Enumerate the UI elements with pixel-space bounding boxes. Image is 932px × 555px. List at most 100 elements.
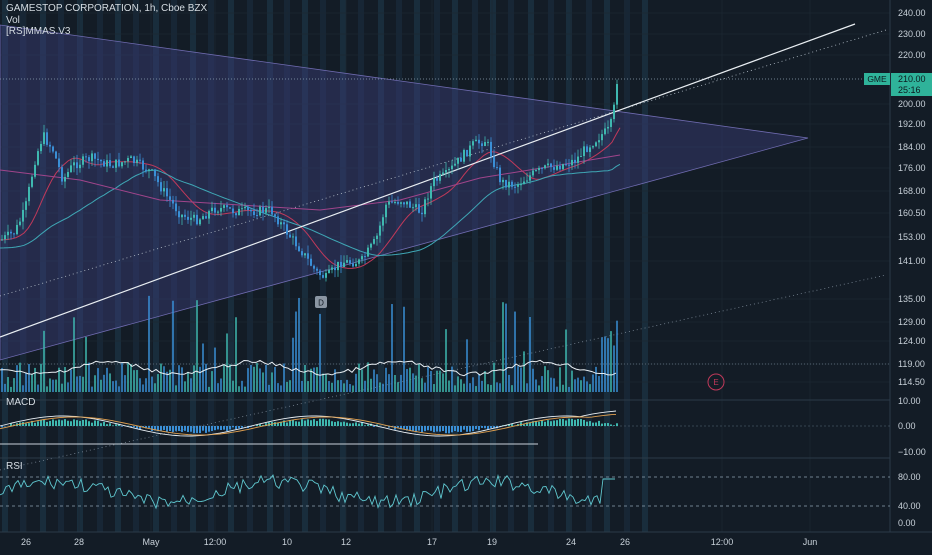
volume-bar — [76, 376, 78, 392]
volume-bar — [286, 382, 288, 392]
candle-body — [58, 159, 60, 168]
volume-bar — [430, 371, 432, 392]
macd-bar — [163, 426, 165, 430]
candle-body — [370, 244, 372, 248]
volume-bar — [103, 375, 105, 392]
study-legend[interactable]: [RS]MMAS.V3 — [6, 26, 70, 37]
time-tick: 12 — [341, 537, 351, 547]
price-tick: 114.50 — [898, 377, 925, 387]
volume-bar — [178, 365, 180, 392]
volume-bar — [10, 387, 12, 392]
session-stripe — [452, 0, 458, 532]
candle-body — [385, 205, 387, 218]
candle-body — [289, 235, 291, 238]
macd-bar — [160, 426, 162, 431]
candle-body — [610, 119, 612, 127]
macd-bar — [604, 423, 606, 426]
volume-bar — [151, 377, 153, 392]
macd-bar — [43, 420, 45, 426]
candle-body — [412, 207, 414, 208]
macd-bar — [607, 423, 609, 426]
volume-bar — [88, 363, 90, 392]
macd-bar — [55, 421, 57, 426]
macd-bar — [541, 421, 543, 426]
candle-body — [226, 205, 228, 207]
macd-bar — [274, 422, 276, 426]
price-tick: 168.00 — [898, 186, 926, 196]
volume-bar — [193, 365, 195, 392]
macd-pane-title[interactable]: MACD — [6, 397, 35, 408]
macd-bar — [523, 424, 525, 426]
macd-bar — [340, 422, 342, 426]
volume-bar — [439, 371, 441, 392]
candle-body — [262, 207, 264, 213]
macd-bar — [70, 421, 72, 426]
macd-bar — [355, 422, 357, 426]
macd-bar — [232, 426, 234, 427]
macd-bar — [598, 421, 600, 426]
candle-body — [229, 207, 231, 208]
volume-bar — [535, 379, 537, 392]
volume-legend[interactable]: Vol — [6, 15, 20, 26]
candle-body — [511, 182, 513, 187]
macd-bar — [562, 419, 564, 426]
candle-body — [538, 168, 540, 170]
volume-bar — [208, 387, 210, 392]
macd-bar — [601, 424, 603, 426]
macd-bar — [433, 426, 435, 432]
candle-body — [46, 132, 48, 145]
volume-bar — [484, 371, 486, 392]
symbol-title[interactable]: GAMESTOP CORPORATION, 1h, Cboe BZX — [6, 3, 207, 14]
volume-bar — [403, 307, 405, 392]
volume-bar — [505, 304, 507, 392]
volume-bar — [40, 364, 42, 392]
macd-bar — [490, 426, 492, 428]
candle-body — [562, 164, 564, 169]
dividend-marker[interactable]: D — [315, 296, 327, 308]
macd-tick: −10.00 — [898, 447, 926, 457]
candle-body — [175, 203, 177, 211]
volume-bar — [253, 367, 255, 392]
volume-bar — [49, 378, 51, 392]
volume-bar — [133, 370, 135, 392]
candle-body — [88, 157, 90, 161]
volume-bar — [205, 364, 207, 392]
candle-body — [358, 259, 360, 263]
volume-bar — [229, 364, 231, 392]
volume-bar — [4, 384, 6, 392]
volume-bar — [277, 383, 279, 392]
candle-body — [409, 201, 411, 207]
macd-bar — [328, 420, 330, 426]
candle-body — [52, 147, 54, 152]
volume-bar — [256, 363, 258, 392]
macd-bar — [76, 420, 78, 426]
volume-bar — [271, 372, 273, 392]
volume-bar — [610, 331, 612, 392]
volume-bar — [556, 387, 558, 392]
volume-bar — [214, 348, 216, 392]
macd-bar — [403, 426, 405, 429]
candle-body — [616, 84, 618, 105]
candle-body — [151, 169, 153, 170]
rsi-pane-title[interactable]: RSI — [6, 461, 23, 472]
volume-bar — [91, 387, 93, 392]
volume-bar — [139, 378, 141, 392]
volume-bar — [346, 380, 348, 392]
macd-bar — [295, 421, 297, 426]
volume-bar — [478, 374, 480, 392]
macd-bar — [115, 424, 117, 426]
candle-body — [343, 263, 345, 267]
price-tick: 184.00 — [898, 142, 926, 152]
candle-body — [40, 144, 42, 151]
macd-bar — [106, 424, 108, 426]
candle-body — [292, 236, 294, 237]
candle-body — [460, 158, 462, 162]
volume-bar — [565, 329, 567, 392]
volume-bar — [46, 386, 48, 392]
candle-body — [250, 210, 252, 211]
candle-body — [454, 164, 456, 166]
volume-bar — [328, 381, 330, 392]
candle-body — [160, 182, 162, 191]
